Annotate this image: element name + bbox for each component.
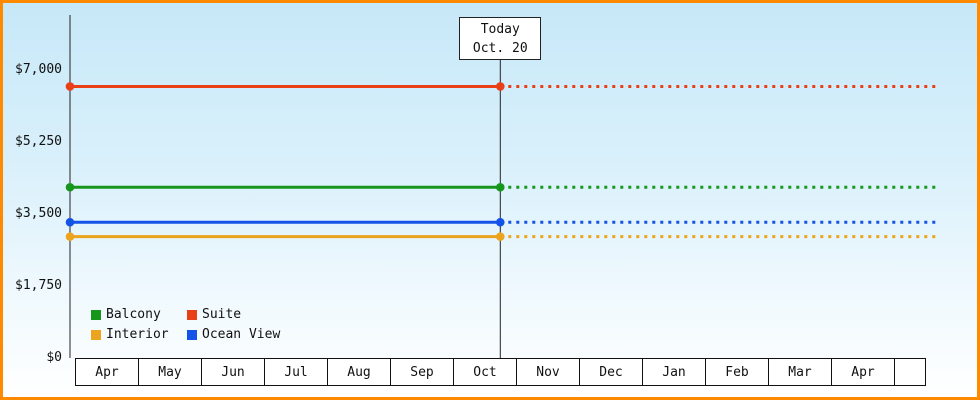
y-axis-tick-label: $3,500 xyxy=(15,206,62,221)
x-axis-month-cell: Mar xyxy=(768,358,832,386)
legend-label: Balcony xyxy=(106,307,161,322)
y-axis-tick-label: $5,250 xyxy=(15,134,62,149)
series-today-marker xyxy=(495,182,505,192)
legend-label: Interior xyxy=(106,327,169,342)
series-today-marker xyxy=(495,232,505,241)
x-axis-month-cell: Jan xyxy=(642,358,706,386)
series-start-marker xyxy=(65,232,75,241)
series-start-marker xyxy=(65,182,75,192)
x-axis-month-cell: Sep xyxy=(390,358,454,386)
legend-swatch xyxy=(187,329,197,340)
series-today-marker xyxy=(495,82,505,91)
x-axis-filler-cell xyxy=(894,358,926,386)
today-date: Oct. 20 xyxy=(472,41,528,56)
legend-swatch xyxy=(91,309,101,320)
x-axis-month-cell: Apr xyxy=(831,358,895,386)
legend-label: Ocean View xyxy=(202,327,281,342)
legend-swatch xyxy=(187,309,197,320)
today-label: Today xyxy=(480,22,520,37)
legend-swatch xyxy=(91,329,101,340)
x-axis-month-cell: May xyxy=(138,358,202,386)
x-axis-month-cell: Jul xyxy=(264,358,328,386)
x-axis-month-cell: Feb xyxy=(705,358,769,386)
legend-item: Interior xyxy=(91,327,187,342)
series-start-marker xyxy=(65,82,75,91)
x-axis-month-cell: Jun xyxy=(201,358,265,386)
x-axis-month-cell: Dec xyxy=(579,358,643,386)
x-axis-month-labels: Apr May Jun Jul Aug Sep Oct Nov Dec Jan Feb Mar Apr xyxy=(75,358,926,386)
x-axis-month-cell: Aug xyxy=(327,358,391,386)
x-axis-month-cell: Oct xyxy=(453,358,517,386)
chart-canvas xyxy=(65,15,936,358)
today-marker-label: Today Oct. 20 xyxy=(459,17,542,60)
legend-item: Ocean View xyxy=(187,327,280,342)
y-axis-tick-label: $1,750 xyxy=(15,278,62,293)
chart-legend: Balcony Suite Interior Ocean View xyxy=(91,307,280,342)
x-axis-month-cell: Apr xyxy=(75,358,139,386)
legend-label: Suite xyxy=(202,307,242,322)
series-today-marker xyxy=(495,217,505,227)
series-start-marker xyxy=(65,217,75,227)
y-axis-tick-label: $0 xyxy=(46,350,62,365)
y-axis-tick-label: $7,000 xyxy=(15,62,62,77)
legend-item: Suite xyxy=(187,307,280,322)
x-axis-month-cell: Nov xyxy=(516,358,580,386)
legend-item: Balcony xyxy=(91,307,187,322)
